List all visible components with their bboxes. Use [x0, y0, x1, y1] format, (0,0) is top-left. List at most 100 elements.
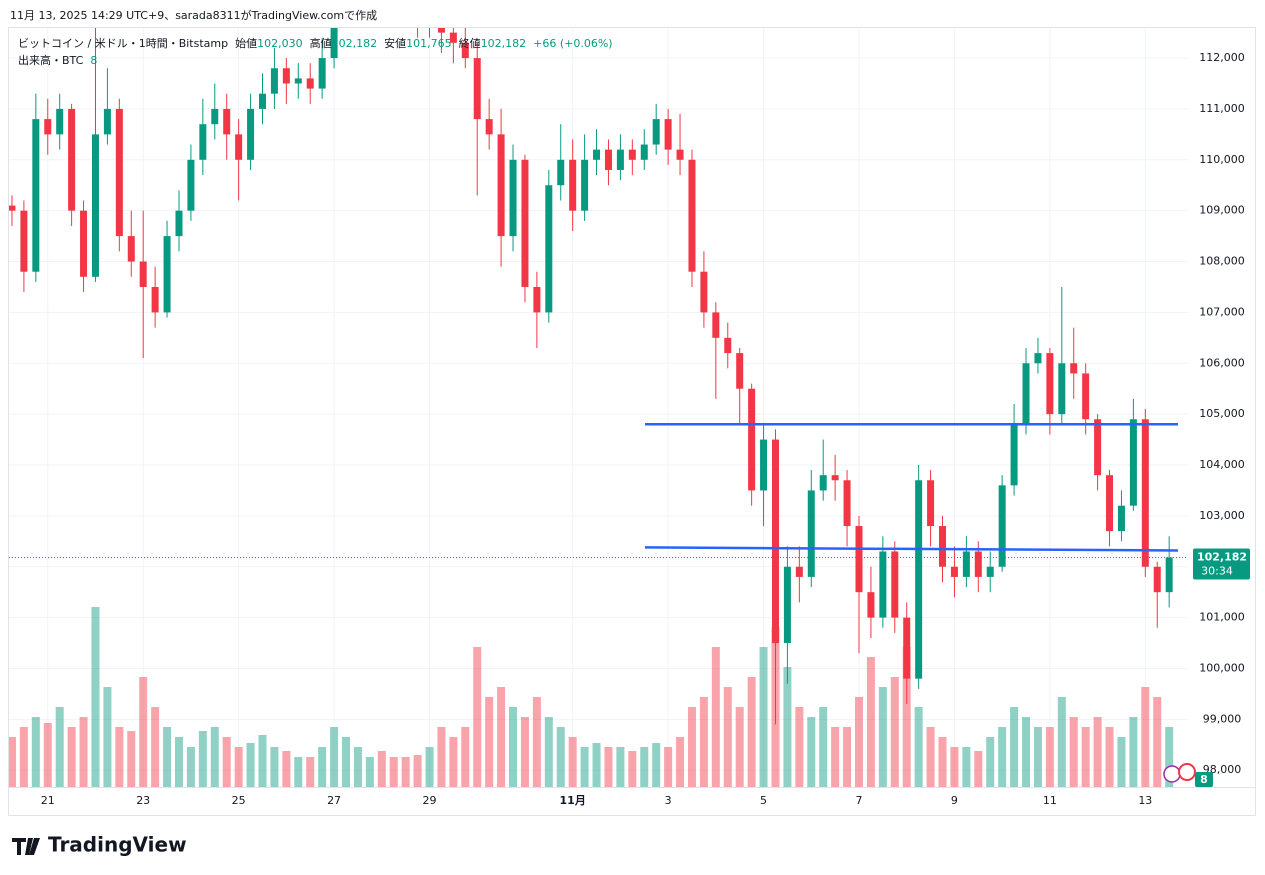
volume-bar: [103, 687, 112, 787]
high: 102,182: [331, 37, 378, 50]
candle-body: [819, 475, 827, 491]
volume-bar: [962, 747, 971, 787]
volume-bar: [616, 747, 625, 787]
candle-body: [32, 119, 40, 272]
candle-body: [211, 108, 219, 125]
candle-body: [56, 108, 64, 135]
volume-bar: [294, 757, 303, 787]
volume-bar: [556, 727, 565, 787]
volume-bar: [580, 747, 589, 787]
candle-body: [509, 159, 517, 237]
volume-bar: [938, 737, 947, 787]
candle-body: [1117, 505, 1125, 532]
candle-body: [545, 185, 553, 313]
volume-badge-label: 8: [1200, 773, 1208, 786]
close: 102,182: [480, 37, 527, 50]
candle-body: [223, 108, 231, 135]
volume-bar: [735, 707, 744, 787]
volume-bar: [926, 727, 935, 787]
volume-bar: [306, 757, 315, 787]
y-tick-label: 100,000: [1199, 661, 1245, 674]
y-tick-label: 110,000: [1199, 153, 1245, 166]
volume-bar: [747, 677, 756, 787]
chart-frame: [8, 27, 1256, 816]
legend-line: ビットコイン / 米ドル・1時間・Bitstamp 始値102,030 高値10…: [18, 35, 613, 51]
candle-body: [903, 617, 911, 679]
volume-bar: [950, 747, 959, 787]
change: +66 (+0.06%): [533, 37, 613, 50]
volume-bar: [19, 727, 28, 787]
volume-bar: [127, 731, 136, 787]
volume-bar: [831, 727, 840, 787]
volume-bar: [234, 747, 243, 787]
x-tick-label: 3: [665, 794, 672, 807]
y-tick-label: 111,000: [1199, 102, 1245, 115]
volume-bar: [115, 727, 124, 787]
volume-bar: [1153, 697, 1162, 787]
candle-body: [127, 236, 135, 262]
volume-bar: [91, 607, 100, 787]
volume-bar: [55, 707, 64, 787]
volume-bar: [198, 731, 207, 787]
volume-legend: 出来高・BTC 8: [18, 52, 97, 68]
flag-icon: [1178, 763, 1196, 781]
volume-bar: [186, 747, 195, 787]
candle-body: [199, 124, 207, 160]
volume-bar: [640, 747, 649, 787]
volume-bar: [79, 717, 88, 787]
y-tick-label: 99,000: [1203, 712, 1242, 725]
volume-bar: [676, 737, 685, 787]
y-tick-label: 109,000: [1199, 204, 1245, 217]
candle-body: [557, 159, 565, 186]
x-tick-label: 7: [855, 794, 862, 807]
candle-body: [306, 78, 314, 89]
candle-body: [628, 149, 636, 160]
volume-bar: [783, 667, 792, 787]
candle-body: [1010, 424, 1018, 486]
volume-bar: [723, 687, 732, 787]
alert-icon: [1163, 765, 1181, 783]
candle-body: [1106, 475, 1114, 532]
volume-value: 8: [90, 54, 98, 67]
candle-body: [974, 551, 982, 577]
candle-body: [879, 551, 887, 618]
candle-body: [855, 526, 863, 593]
volume-bar: [210, 727, 219, 787]
candle-body: [748, 388, 756, 491]
volume-bar: [43, 723, 52, 787]
candle-body: [950, 566, 958, 577]
candle-body: [139, 261, 147, 287]
low: 101,765: [406, 37, 452, 50]
x-tick-label: 27: [327, 794, 341, 807]
y-tick-label: 101,000: [1199, 611, 1245, 624]
volume-bar: [282, 751, 291, 787]
volume-bar: [174, 737, 183, 787]
countdown: 30:34: [1201, 564, 1233, 577]
candle-body: [664, 119, 672, 150]
candle-body: [235, 134, 243, 160]
candle-body: [891, 551, 899, 618]
candle-body: [700, 271, 708, 313]
candle-body: [843, 480, 851, 527]
candle-body: [736, 353, 744, 389]
candle-body: [1022, 363, 1030, 425]
candle-body: [807, 490, 815, 577]
candle-body: [640, 144, 648, 160]
candle-body: [187, 159, 195, 211]
volume-bar: [437, 727, 446, 787]
volume-bar: [1057, 697, 1066, 787]
x-tick-label: 13: [1138, 794, 1152, 807]
volume-bar: [819, 707, 828, 787]
candle-body: [294, 78, 302, 84]
candle-body: [414, 7, 421, 17]
volume-bar: [509, 707, 518, 787]
trend-line: [644, 546, 1179, 552]
volume-bar: [1165, 727, 1174, 787]
volume-bar: [699, 697, 708, 787]
volume-bar: [318, 747, 327, 787]
candle-body: [986, 566, 994, 577]
open: 102,030: [257, 37, 303, 50]
candle-body: [795, 566, 803, 577]
volume-bar: [163, 727, 172, 787]
x-tick-label: 11: [1043, 794, 1057, 807]
